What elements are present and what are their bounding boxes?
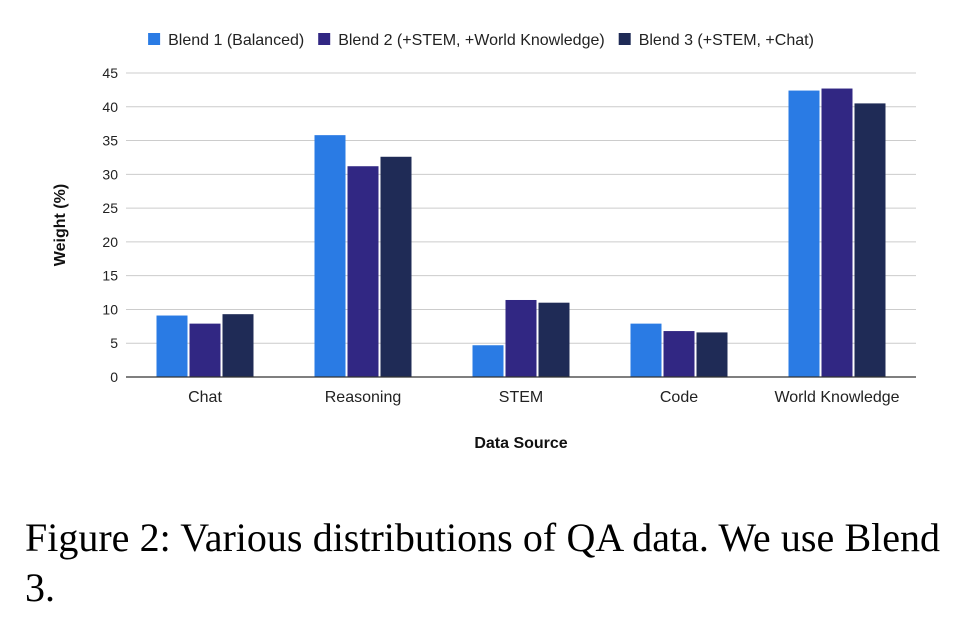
- x-tick-label: Code: [660, 389, 698, 406]
- bar: [314, 135, 346, 377]
- legend-label: Blend 1 (Balanced): [168, 32, 304, 49]
- x-axis-title: Data Source: [474, 435, 567, 452]
- bar: [538, 302, 570, 377]
- bar: [222, 314, 254, 377]
- bar: [472, 345, 504, 377]
- bar: [854, 103, 886, 378]
- bar: [347, 166, 379, 377]
- y-tick-label: 40: [102, 99, 118, 115]
- y-tick-label: 35: [102, 133, 118, 149]
- y-tick-label: 30: [102, 166, 118, 182]
- y-tick-label: 5: [110, 335, 118, 351]
- bar: [505, 299, 537, 377]
- bar: [189, 323, 221, 377]
- legend-label: Blend 3 (+STEM, +Chat): [639, 32, 814, 49]
- legend-label: Blend 2 (+STEM, +World Knowledge): [338, 32, 605, 49]
- chart-area: 0 5 10 15 20 25 30 35 40 45 Chat Reasoning STEM Code W…: [52, 32, 916, 452]
- figure-caption: Figure 2: Various distributions of QA da…: [25, 515, 940, 610]
- x-tick-label: World Knowledge: [774, 389, 899, 406]
- x-tick-label: STEM: [499, 389, 543, 406]
- legend-swatch: [318, 33, 331, 45]
- legend-swatch: [148, 33, 161, 45]
- y-tick-label: 25: [102, 200, 118, 216]
- bar: [696, 332, 728, 377]
- y-axis-title: Weight (%): [52, 184, 69, 266]
- bar: [380, 156, 412, 377]
- y-tick-label: 45: [102, 65, 118, 81]
- bar: [156, 315, 188, 377]
- y-tick-label: 15: [102, 268, 118, 284]
- y-tick-label: 10: [102, 301, 118, 317]
- y-tick-label: 0: [110, 369, 118, 385]
- bar-chart: 0 5 10 15 20 25 30 35 40 45 Chat Reasoning STEM Code W…: [52, 32, 916, 452]
- bar: [821, 88, 853, 377]
- bar: [630, 323, 662, 377]
- bar: [663, 331, 695, 377]
- bar: [788, 90, 820, 377]
- legend-swatch: [618, 33, 631, 45]
- x-tick-label: Reasoning: [325, 389, 402, 406]
- x-tick-label: Chat: [188, 389, 222, 406]
- y-tick-label: 20: [102, 234, 118, 250]
